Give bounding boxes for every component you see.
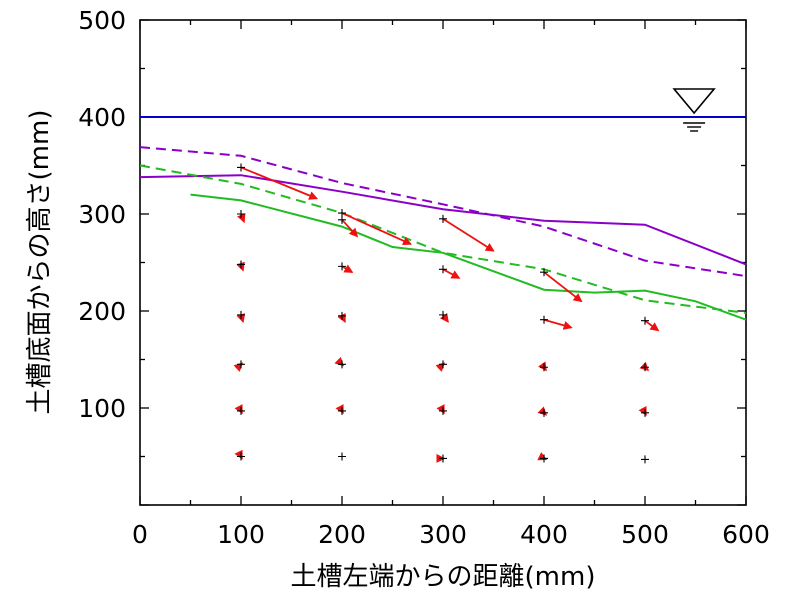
measurement-marker — [439, 406, 447, 415]
measurement-markers — [237, 163, 649, 464]
series-line-purple-solid — [139, 174, 747, 266]
y-tick-label: 200 — [78, 297, 126, 326]
displacement-arrow — [442, 218, 495, 252]
measurement-marker — [338, 311, 346, 320]
y-tick-label: 500 — [78, 6, 126, 35]
displacement-arrow — [543, 318, 573, 330]
measurement-marker — [237, 360, 245, 369]
displacement-arrow — [341, 219, 359, 238]
displacement-arrows — [233, 166, 660, 463]
measurement-marker — [540, 315, 548, 324]
displacement-arrow — [341, 212, 412, 246]
y-axis-title: 土槽底面からの高さ(mm) — [25, 110, 55, 415]
displacement-arrow — [240, 166, 319, 200]
x-tick-label: 500 — [621, 520, 669, 549]
x-axis-title: 土槽左端からの距離(mm) — [291, 562, 596, 592]
measurement-marker — [540, 408, 548, 417]
measurement-marker — [439, 360, 447, 369]
measurement-marker — [237, 210, 245, 218]
y-tick-label: 300 — [78, 200, 126, 229]
measurement-marker — [641, 455, 649, 464]
displacement-arrow — [644, 319, 660, 332]
series-line-purple-dashed — [139, 146, 747, 278]
measurement-marker — [338, 452, 346, 461]
x-tick-label: 200 — [318, 520, 366, 549]
measurement-marker — [540, 363, 548, 372]
measurement-marker — [237, 406, 245, 415]
measurement-marker — [641, 363, 649, 372]
x-tick-label: 100 — [217, 520, 265, 549]
measurement-marker — [540, 454, 548, 463]
measurement-marker — [338, 209, 346, 218]
water-level-triangle — [672, 88, 716, 115]
measurement-marker — [338, 406, 346, 415]
displacement-arrow — [442, 268, 461, 279]
measurement-marker — [641, 408, 649, 417]
measurement-marker — [641, 316, 649, 325]
series-line-green-solid — [190, 193, 747, 321]
measurement-marker — [439, 310, 447, 319]
measurement-marker — [237, 163, 245, 172]
measurement-marker — [540, 268, 548, 277]
measurement-marker — [237, 260, 245, 269]
x-tick-label: 400 — [520, 520, 568, 549]
measurement-marker — [237, 310, 245, 319]
tick-labels: 0 100 200 300 400 500 600 100 200 300 400 500 — [78, 6, 770, 549]
y-tick-label: 100 — [78, 394, 126, 423]
measurement-marker — [439, 214, 447, 223]
series-line-green-dashed — [139, 164, 747, 314]
displacement-arrow — [543, 271, 583, 303]
profile-lines — [139, 146, 747, 321]
measurement-marker — [439, 454, 447, 463]
measurement-marker — [338, 262, 346, 271]
displacement-arrow — [439, 312, 449, 323]
measurement-marker — [237, 452, 245, 461]
x-tick-label: 600 — [722, 520, 770, 549]
measurement-marker — [439, 265, 447, 274]
x-tick-label: 300 — [419, 520, 467, 549]
displacement-arrow — [341, 264, 354, 273]
measurement-marker — [338, 360, 346, 369]
y-tick-label: 400 — [78, 103, 126, 132]
measurement-marker — [338, 215, 346, 224]
x-tick-label: 0 — [132, 520, 148, 549]
water-level — [140, 88, 746, 132]
